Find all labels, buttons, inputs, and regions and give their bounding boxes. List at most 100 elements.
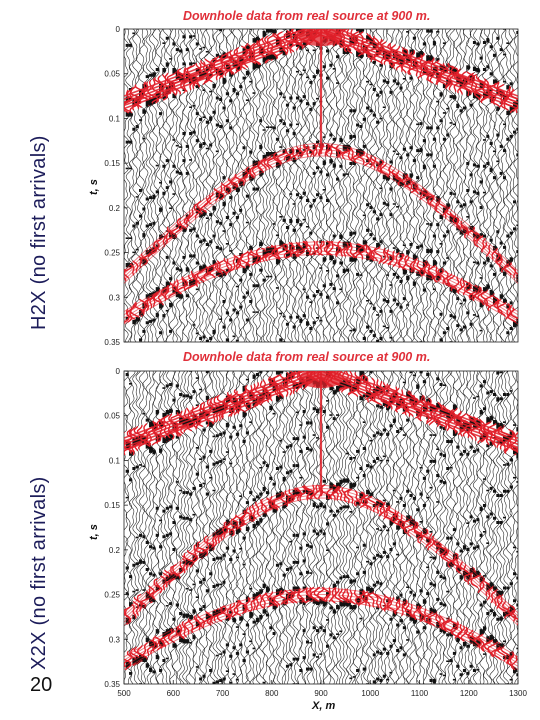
y-tick-label: 0: [116, 25, 121, 34]
trace: [344, 371, 355, 684]
trace: [314, 371, 325, 684]
x-tick-label: 1200: [460, 689, 478, 698]
trace: [267, 371, 278, 684]
trace: [130, 29, 141, 342]
y-tick-label: 0.35: [104, 338, 120, 347]
seismogram-plot-top: 0 0.05 0.1 0.15 0.2 0.25 0.3 0.35: [104, 25, 519, 347]
trace: [317, 29, 328, 342]
y-tick-label: 0.2: [109, 546, 121, 555]
trace: [133, 29, 145, 342]
trace: [280, 371, 292, 684]
trace: [347, 29, 358, 342]
trace: [260, 371, 271, 684]
deep-reflection-event: [124, 253, 518, 325]
deep-reflection-event: [124, 594, 518, 664]
side-label-top: H2X (no first arrivals): [28, 135, 50, 330]
y-tick-label: 0.1: [109, 456, 121, 465]
trace: [384, 371, 395, 684]
trace: [277, 371, 288, 684]
trace: [143, 29, 155, 342]
trace: [374, 371, 385, 684]
x-tick-label: 1100: [411, 689, 429, 698]
x-tick-label: 800: [265, 689, 279, 698]
trace: [314, 29, 324, 342]
direct-arrival: [124, 371, 518, 442]
deep-reflection-event: [124, 587, 518, 658]
deep-reflection-event: [124, 600, 518, 670]
trace: [387, 371, 398, 684]
trace-fill: [165, 384, 171, 660]
trace: [507, 371, 518, 684]
trace: [267, 29, 278, 342]
deep-reflection-event: [124, 247, 518, 319]
trace: [491, 29, 502, 342]
trace: [321, 29, 332, 342]
trace: [147, 29, 158, 342]
trace: [270, 371, 282, 684]
deep-reflection-event: [124, 241, 518, 313]
trace: [344, 29, 355, 342]
trace: [357, 29, 368, 342]
trace-fill: [489, 390, 494, 641]
side-label-bottom: X2X (no first arrivals): [28, 476, 50, 670]
trace: [367, 371, 378, 684]
direct-arrival: [124, 29, 518, 100]
trace: [371, 29, 382, 342]
trace: [417, 371, 428, 684]
direct-arrival: [124, 371, 518, 439]
y-tick-label: 0.1: [109, 114, 121, 123]
trace: [277, 29, 288, 342]
trace-fill: [439, 65, 445, 342]
y-tick-label: 0.25: [104, 249, 120, 258]
trace: [324, 29, 335, 342]
trace-fill: [426, 29, 431, 281]
trace: [127, 29, 138, 342]
trace: [501, 29, 512, 342]
trace: [284, 29, 295, 342]
y-tick-label: 0.05: [104, 412, 120, 421]
trace: [280, 29, 292, 342]
trace: [264, 371, 275, 684]
y-tick-label: 0.2: [109, 204, 121, 213]
trace: [274, 29, 285, 342]
trace: [290, 29, 302, 342]
trace: [270, 29, 282, 342]
x-tick-label: 900: [314, 689, 328, 698]
trace: [507, 29, 518, 342]
trace: [360, 371, 372, 684]
direct-arrival: [124, 29, 518, 97]
trace: [324, 371, 335, 684]
trace-highlight: [510, 431, 518, 671]
chart-title-bottom: Downhole data from real source at 900 m.: [183, 350, 431, 364]
trace: [341, 29, 352, 342]
trace: [364, 29, 375, 342]
deep-reflection-event: [124, 597, 518, 667]
trace: [338, 29, 348, 342]
y-tick-label: 0.35: [104, 680, 120, 689]
trace: [350, 29, 362, 342]
y-tick-label: 0: [116, 367, 121, 376]
trace: [320, 371, 332, 684]
trace: [124, 29, 130, 342]
chart-title-top: Downhole data from real source at 900 m.: [183, 9, 431, 23]
trace: [254, 29, 265, 342]
y-tick-label: 0.25: [104, 591, 120, 600]
trace: [274, 371, 285, 684]
x-tick-label: 1000: [361, 689, 379, 698]
source-burst: [299, 29, 343, 47]
trace-fill: [245, 45, 251, 322]
page-number: 20: [30, 674, 53, 696]
trace-highlight: [203, 400, 215, 626]
trace: [364, 371, 375, 684]
y-tick-label: 0.15: [104, 159, 120, 168]
trace: [494, 371, 505, 684]
trace: [294, 371, 305, 684]
trace: [294, 29, 305, 342]
trace: [511, 29, 518, 342]
trace: [247, 29, 258, 342]
deep-reflection-event: [124, 250, 518, 322]
trace: [381, 371, 392, 684]
trace: [384, 29, 395, 342]
trace: [307, 371, 318, 684]
direct-arrival: [124, 29, 518, 104]
